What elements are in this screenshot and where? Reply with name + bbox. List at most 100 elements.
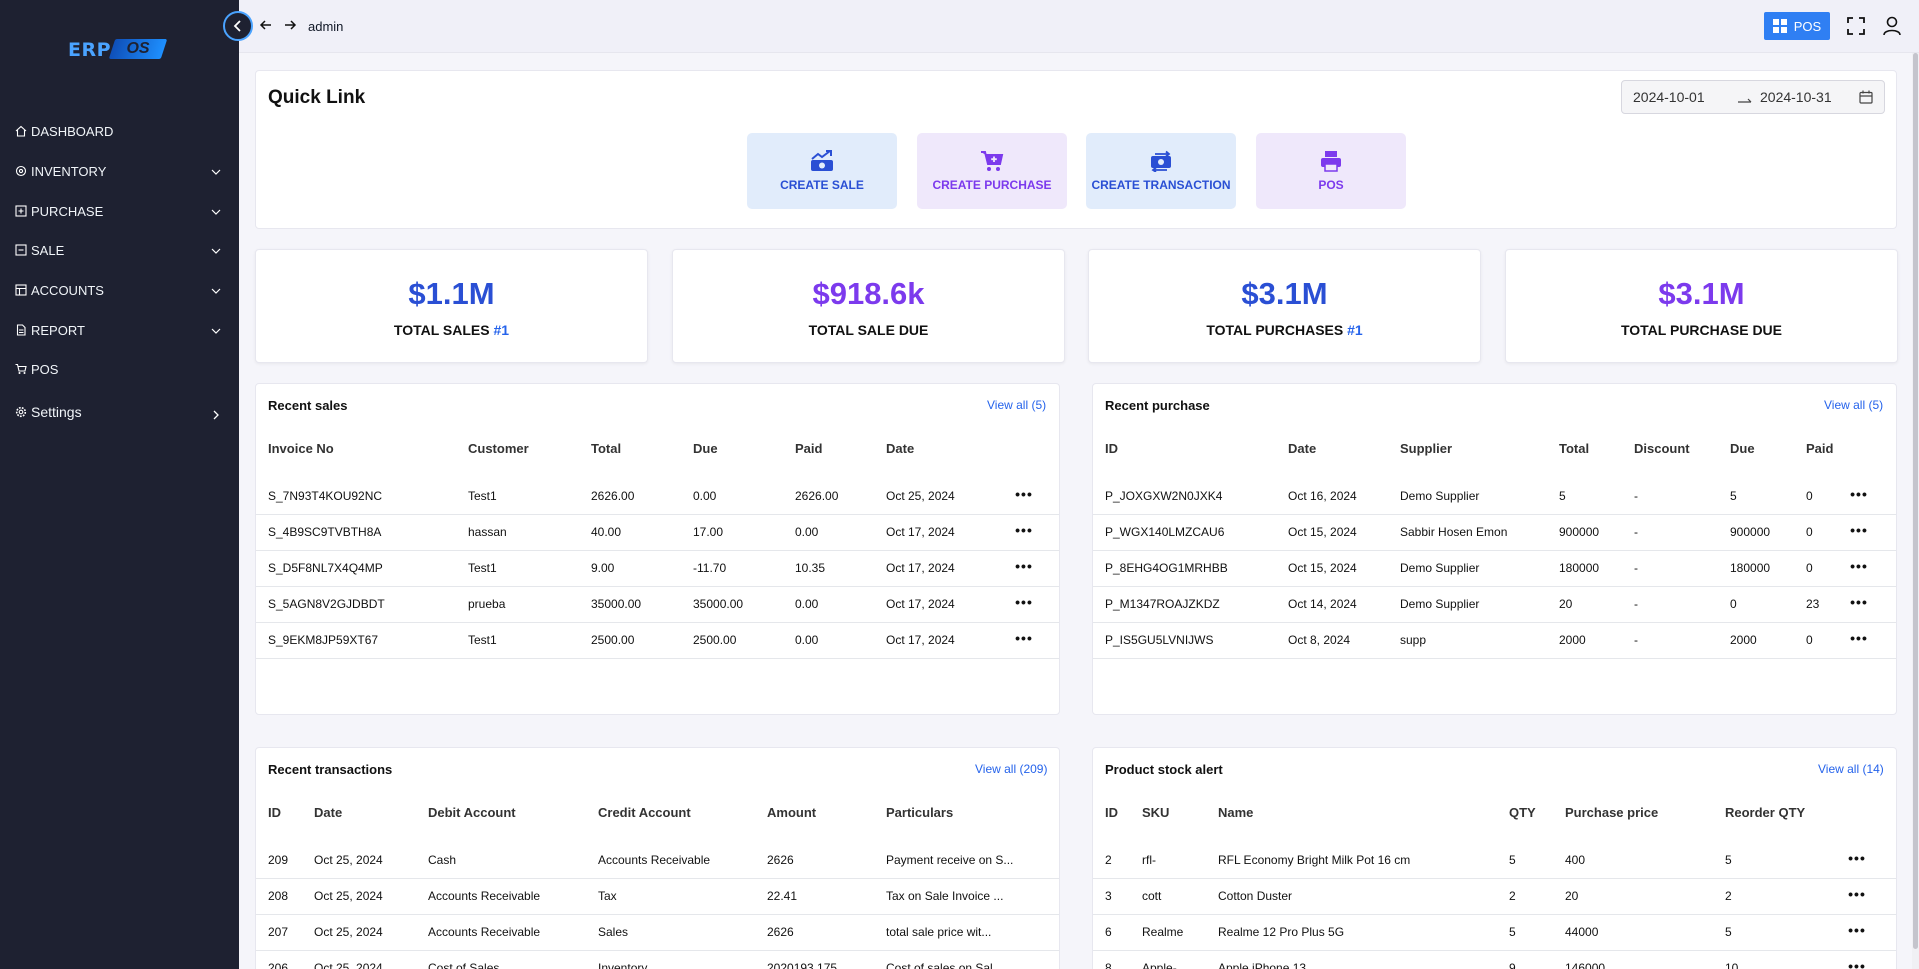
row-actions-menu-icon[interactable]: ••• [1848, 922, 1866, 938]
column-header: Customer [468, 441, 529, 456]
sidebar-item-label: SALE [31, 242, 65, 258]
sidebar-item-purchase[interactable]: PURCHASE [0, 196, 239, 226]
table-row: S_5AGN8V2GJDBDT prueba 35000.00 35000.00 0.0… [256, 587, 1059, 623]
fullscreen-button[interactable] [1846, 16, 1866, 36]
row-actions-menu-icon[interactable]: ••• [1850, 522, 1868, 538]
table-cell: 2626 [767, 853, 794, 867]
row-actions-menu-icon[interactable]: ••• [1015, 522, 1033, 538]
user-profile-button[interactable] [1882, 16, 1902, 36]
view-all-link[interactable]: View all (5) [987, 398, 1047, 412]
create-purchase-button[interactable]: CREATE PURCHASE [917, 133, 1067, 209]
table-row: S_7N93T4KOU92NC Test1 2626.00 0.00 2626.00 Oc… [256, 479, 1059, 515]
create-transaction-button[interactable]: CREATE TRANSACTION [1086, 133, 1236, 209]
sidebar-collapse-button[interactable] [223, 11, 253, 41]
stat-card-total-sale-due: $918.6k TOTAL SALE DUE [672, 249, 1065, 363]
table-cell: 2020193.175 [767, 961, 838, 969]
create-sale-label: CREATE SALE [780, 178, 864, 192]
column-header: Credit Account [598, 805, 691, 820]
table-cell: 5 [1509, 853, 1516, 867]
row-actions-menu-icon[interactable]: ••• [1848, 958, 1866, 969]
table-cell: RFL Economy Bright Milk Pot 16 cm [1218, 853, 1411, 867]
sidebar-item-settings[interactable]: Settings [0, 397, 239, 427]
table-cell: Oct 14, 2024 [1288, 597, 1357, 611]
table-cell: 900000 [1730, 525, 1771, 539]
column-header: Purchase price [1565, 805, 1659, 820]
table-cell: Sales [598, 925, 629, 939]
date-to[interactable]: 2024-10-31 [1760, 89, 1832, 105]
table-cell: 23 [1806, 597, 1820, 611]
row-actions-menu-icon[interactable]: ••• [1850, 630, 1868, 646]
row-actions-menu-icon[interactable]: ••• [1015, 486, 1033, 502]
stat-value: $3.1M [1658, 276, 1745, 311]
chevron-down-icon [211, 205, 221, 215]
table-cell: Oct 17, 2024 [886, 633, 955, 647]
row-actions-menu-icon[interactable]: ••• [1015, 630, 1033, 646]
sidebar-item-pos[interactable]: POS [0, 354, 239, 384]
gear-icon [15, 406, 27, 418]
pos-button[interactable]: POS [1764, 12, 1830, 40]
table-cell: 8 [1105, 961, 1112, 969]
app-logo[interactable]: ERP OS [68, 36, 168, 62]
calendar-icon[interactable] [1859, 90, 1873, 104]
sidebar-item-label: DASHBOARD [31, 123, 114, 139]
stat-card-total-purchase-due: $3.1M TOTAL PURCHASE DUE [1505, 249, 1898, 363]
panel-title: Recent purchase [1105, 398, 1210, 413]
quick-pos-button[interactable]: POS [1256, 133, 1406, 209]
arrow-left-icon [259, 20, 271, 30]
table-cell: 2500.00 [693, 633, 737, 647]
create-sale-button[interactable]: CREATE SALE [747, 133, 897, 209]
table-cell: 209 [268, 853, 289, 867]
forward-arrow-button[interactable] [283, 18, 297, 32]
table-cell: - [1634, 561, 1638, 575]
view-all-link[interactable]: View all (209) [975, 762, 1048, 776]
table-cell: 0.00 [795, 633, 819, 647]
column-header: Debit Account [428, 805, 516, 820]
table-cell: prueba [468, 597, 506, 611]
row-actions-menu-icon[interactable]: ••• [1015, 594, 1033, 610]
table-cell: 3 [1105, 889, 1112, 903]
quick-link-title: Quick Link [268, 87, 366, 108]
column-header: Total [1559, 441, 1590, 456]
table-cell: Demo Supplier [1400, 489, 1480, 503]
sidebar-item-report[interactable]: REPORT [0, 315, 239, 345]
user-icon [1883, 16, 1901, 36]
date-range-picker[interactable]: 2024-10-01 2024-10-31 [1621, 80, 1885, 114]
minus-square-icon [15, 244, 27, 256]
table-cell: 900000 [1559, 525, 1600, 539]
stat-label: TOTAL SALE DUE [673, 322, 1064, 338]
cart-icon [15, 363, 27, 375]
view-all-link[interactable]: View all (14) [1818, 762, 1884, 776]
table-cell: hassan [468, 525, 507, 539]
page-scrollbar[interactable] [1912, 53, 1919, 969]
table-row: 6 Realme Realme 12 Pro Plus 5G 5 44000 5 ••• [1093, 915, 1896, 951]
stat-label-text: TOTAL PURCHASE DUE [1620, 322, 1782, 338]
table-cell: Oct 25, 2024 [314, 853, 383, 867]
table-cell: 35000.00 [693, 597, 744, 611]
sidebar-item-label: INVENTORY [31, 163, 107, 179]
table-cell: S_7N93T4KOU92NC [268, 489, 383, 503]
row-actions-menu-icon[interactable]: ••• [1850, 558, 1868, 574]
sidebar-item-accounts[interactable]: ACCOUNTS [0, 275, 239, 305]
scrollbar-thumb[interactable] [1913, 53, 1918, 949]
back-arrow-button[interactable] [259, 18, 273, 32]
row-actions-menu-icon[interactable]: ••• [1848, 850, 1866, 866]
date-from[interactable]: 2024-10-01 [1633, 89, 1705, 105]
table-cell: Realme [1142, 925, 1184, 939]
table-cell: Accounts Receivable [428, 889, 541, 903]
sidebar-item-dashboard[interactable]: DASHBOARD [0, 116, 239, 146]
table-cell: 400 [1565, 853, 1586, 867]
sidebar-item-sale[interactable]: SALE [0, 235, 239, 265]
row-actions-menu-icon[interactable]: ••• [1848, 886, 1866, 902]
table-cell: 207 [268, 925, 289, 939]
table-cell: 0.00 [795, 597, 819, 611]
sidebar-item-inventory[interactable]: INVENTORY [0, 156, 239, 186]
row-actions-menu-icon[interactable]: ••• [1015, 558, 1033, 574]
table-cell: Oct 15, 2024 [1288, 561, 1357, 575]
table-cell: P_WGX140LMZCAU6 [1105, 525, 1225, 539]
table-row: S_4B9SC9TVBTH8A hassan 40.00 17.00 0.00 Oct 1… [256, 515, 1059, 551]
row-actions-menu-icon[interactable]: ••• [1850, 486, 1868, 502]
table-row: S_D5F8NL7X4Q4MP Test1 9.00 -11.70 10.35 Oct 1… [256, 551, 1059, 587]
row-actions-menu-icon[interactable]: ••• [1850, 594, 1868, 610]
recent-purchase-panel: Recent purchase View all (5) ID Date Supplie… [1092, 383, 1897, 715]
view-all-link[interactable]: View all (5) [1824, 398, 1884, 412]
